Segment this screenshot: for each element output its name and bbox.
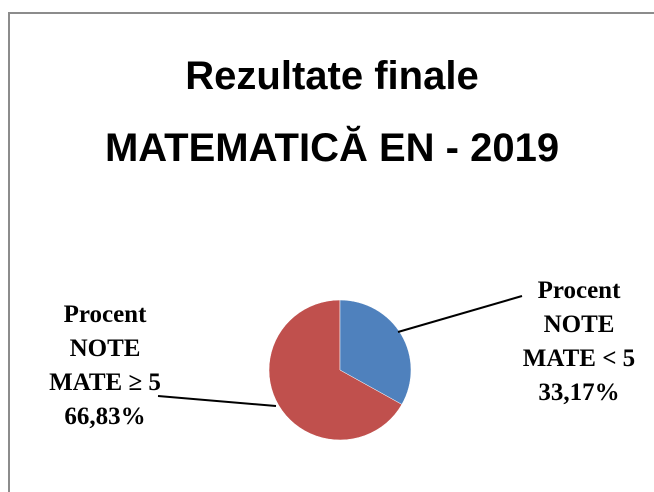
leader-line [157,395,277,407]
chart-title: Rezultate finale MATEMATICĂ EN - 2019 [104,54,560,170]
leader-line [397,295,523,333]
pie-slice [339,299,412,405]
slice-label: Procent NOTE MATE ≥ 5 66,83% [46,298,164,434]
category-label: Procent NOTE MATE ≥ 5 [49,301,161,396]
value-label: 33,17% [538,379,620,406]
category-label: Procent NOTE MATE < 5 [522,277,636,372]
pie-slice [268,299,403,441]
value-label: 66,83% [64,403,146,430]
chart-frame [8,12,654,492]
slice-label: Procent NOTE MATE < 5 33,17% [520,274,638,410]
